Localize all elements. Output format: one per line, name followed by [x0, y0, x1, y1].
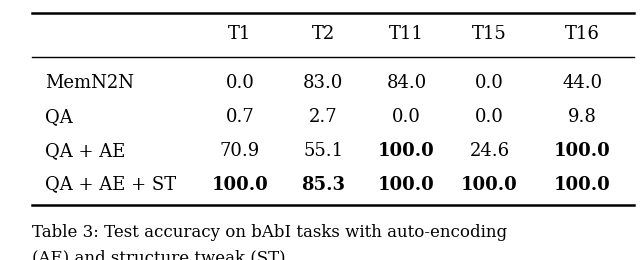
Text: (AE) and structure tweak (ST): (AE) and structure tweak (ST): [32, 250, 285, 260]
Text: 0.7: 0.7: [226, 108, 254, 126]
Text: QA + AE + ST: QA + AE + ST: [45, 176, 176, 194]
Text: T15: T15: [472, 25, 507, 43]
Text: 0.0: 0.0: [392, 108, 421, 126]
Text: 2.7: 2.7: [309, 108, 337, 126]
Text: 100.0: 100.0: [378, 142, 435, 160]
Text: 84.0: 84.0: [387, 74, 426, 92]
Text: 100.0: 100.0: [378, 176, 435, 194]
Text: T2: T2: [312, 25, 335, 43]
Text: 0.0: 0.0: [475, 108, 504, 126]
Text: QA + AE: QA + AE: [45, 142, 125, 160]
Text: 100.0: 100.0: [212, 176, 268, 194]
Text: 0.0: 0.0: [475, 74, 504, 92]
Text: 55.1: 55.1: [303, 142, 343, 160]
Text: 70.9: 70.9: [220, 142, 260, 160]
Text: 100.0: 100.0: [554, 176, 611, 194]
Text: 100.0: 100.0: [461, 176, 518, 194]
Text: T16: T16: [565, 25, 600, 43]
Text: T11: T11: [389, 25, 424, 43]
Text: 85.3: 85.3: [301, 176, 345, 194]
Text: 100.0: 100.0: [554, 142, 611, 160]
Text: MemN2N: MemN2N: [45, 74, 134, 92]
Text: 24.6: 24.6: [470, 142, 509, 160]
Text: QA: QA: [45, 108, 72, 126]
Text: T1: T1: [228, 25, 252, 43]
Text: 83.0: 83.0: [303, 74, 344, 92]
Text: Table 3: Test accuracy on bAbI tasks with auto-encoding: Table 3: Test accuracy on bAbI tasks wit…: [32, 224, 507, 240]
Text: 0.0: 0.0: [225, 74, 255, 92]
Text: 9.8: 9.8: [568, 108, 597, 126]
Text: 44.0: 44.0: [563, 74, 602, 92]
